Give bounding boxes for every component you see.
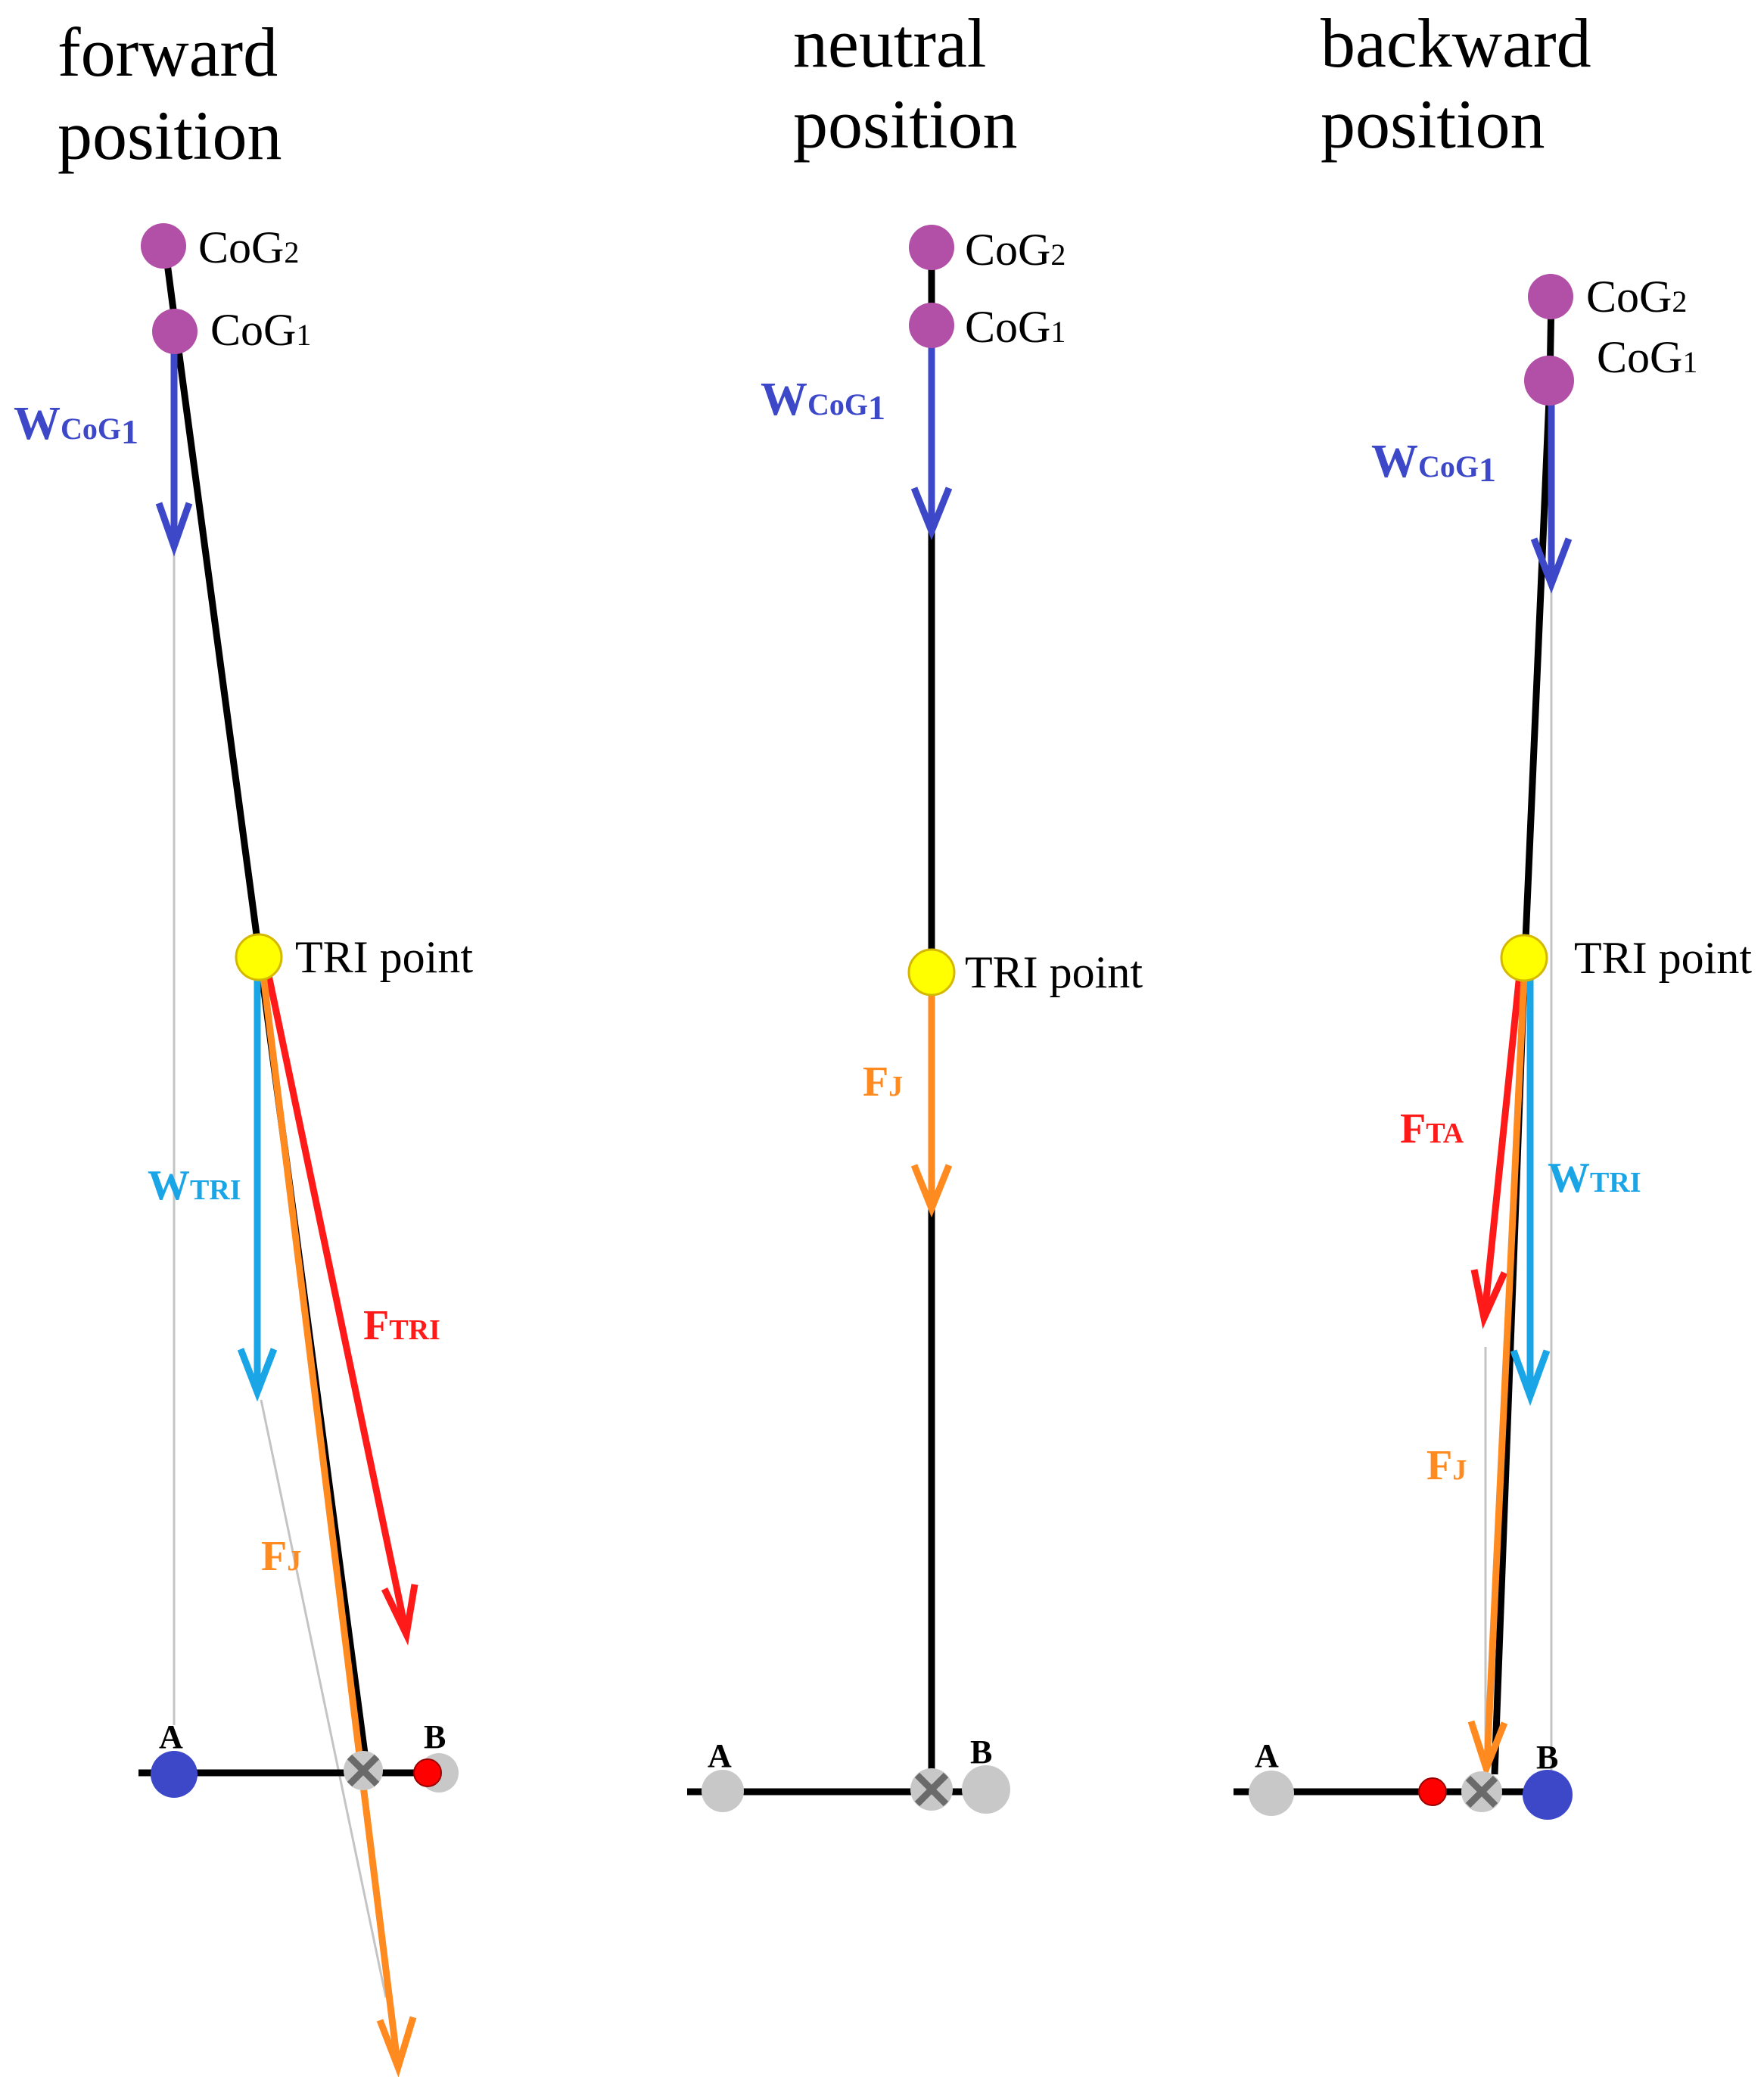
- backward-w-cog-label: WCoG1: [1371, 436, 1496, 489]
- backward-cog1-dot: [1524, 356, 1574, 406]
- forward-force-guide: [260, 1399, 387, 1998]
- neutral-tri-point: [907, 948, 956, 997]
- backward-cog2-dot: [1528, 274, 1573, 319]
- neutral-cog2-label: CoG2: [965, 225, 1066, 275]
- backward-point-a-label: A: [1255, 1737, 1279, 1774]
- backward-w-cog-arrowhead: [1530, 537, 1573, 594]
- backward-cog1-label: CoG1: [1597, 332, 1697, 382]
- backward-cog2-label: CoG2: [1586, 272, 1687, 322]
- forward-f-j-label: FJ: [261, 1533, 301, 1580]
- neutral-point-a-label: A: [708, 1737, 732, 1774]
- backward-point-a-dot: [1249, 1771, 1294, 1816]
- backward-title-line2: position: [1321, 86, 1545, 163]
- neutral-panel: neutral position CoG2 CoG1 TRI point WCo…: [687, 5, 1143, 1814]
- forward-cog2-dot: [141, 223, 186, 269]
- forward-pivot-icon: [344, 1751, 383, 1790]
- neutral-w-cog-label: WCoG1: [761, 374, 885, 427]
- backward-red-dot: [1418, 1777, 1447, 1806]
- neutral-point-b-label: B: [970, 1733, 992, 1771]
- neutral-f-j-label: FJ: [863, 1059, 903, 1105]
- backward-f-ta-label: FTA: [1400, 1105, 1464, 1152]
- neutral-point-b-dot: [962, 1765, 1010, 1814]
- forward-cog2-label: CoG2: [198, 222, 299, 272]
- backward-f-ta-arrowhead: [1470, 1269, 1508, 1329]
- neutral-cog1-dot: [909, 303, 954, 348]
- forward-panel: forward position: [14, 14, 473, 2077]
- backward-tri-point: [1500, 934, 1548, 982]
- forward-f-j-arrowhead: [376, 2016, 417, 2077]
- backward-pivot-icon: [1461, 1771, 1502, 1812]
- neutral-title-line2: position: [793, 86, 1017, 163]
- forward-cog1-label: CoG1: [210, 305, 311, 355]
- forward-point-a-blue: [151, 1751, 198, 1798]
- backward-tri-label: TRI point: [1574, 933, 1752, 983]
- neutral-title-line1: neutral: [793, 5, 986, 82]
- neutral-tri-label: TRI point: [965, 947, 1143, 997]
- forward-title-line2: position: [58, 97, 282, 174]
- forward-cog1-dot: [152, 309, 198, 354]
- neutral-point-a-dot: [702, 1770, 744, 1812]
- forward-w-cog-arrowhead: [155, 502, 193, 557]
- backward-f-j-label: FJ: [1426, 1442, 1467, 1489]
- forward-title-line1: forward: [58, 14, 278, 91]
- backward-w-tri-arrowhead: [1510, 1349, 1551, 1407]
- backward-f-j-arrowhead: [1467, 1720, 1508, 1779]
- forward-f-tri-label: FTRI: [363, 1302, 440, 1349]
- forward-f-tri-arrow: [261, 956, 409, 1628]
- neutral-cog2-dot: [909, 225, 954, 270]
- forward-w-tri-label: WTRI: [148, 1162, 241, 1209]
- forward-point-b-label: B: [424, 1718, 446, 1755]
- backward-f-j-arrow: [1483, 959, 1529, 1764]
- forward-tri-label: TRI point: [295, 932, 473, 982]
- forward-point-a-label: A: [159, 1718, 183, 1755]
- neutral-w-cog-arrowhead: [910, 487, 953, 541]
- backward-f-ta-arrow: [1481, 959, 1525, 1314]
- neutral-pivot-icon: [910, 1768, 953, 1811]
- backward-point-b-label: B: [1536, 1739, 1558, 1776]
- backward-w-tri-label: WTRI: [1548, 1155, 1641, 1202]
- backward-panel: backward position CoG2 CoG1: [1234, 5, 1752, 1820]
- forward-w-tri-arrowhead: [237, 1348, 278, 1402]
- forward-tri-point: [235, 933, 283, 981]
- forward-f-tri-arrowhead: [381, 1584, 418, 1646]
- forward-f-j-arrow: [257, 956, 401, 2063]
- backward-body-line: [1491, 296, 1555, 1775]
- neutral-cog1-label: CoG1: [965, 302, 1066, 352]
- backward-point-b-blue: [1523, 1770, 1573, 1820]
- neutral-f-j-arrowhead: [910, 1164, 953, 1218]
- forward-point-b-red: [413, 1758, 442, 1787]
- backward-title-line1: backward: [1321, 5, 1591, 82]
- forward-w-cog-label: WCoG1: [14, 398, 138, 451]
